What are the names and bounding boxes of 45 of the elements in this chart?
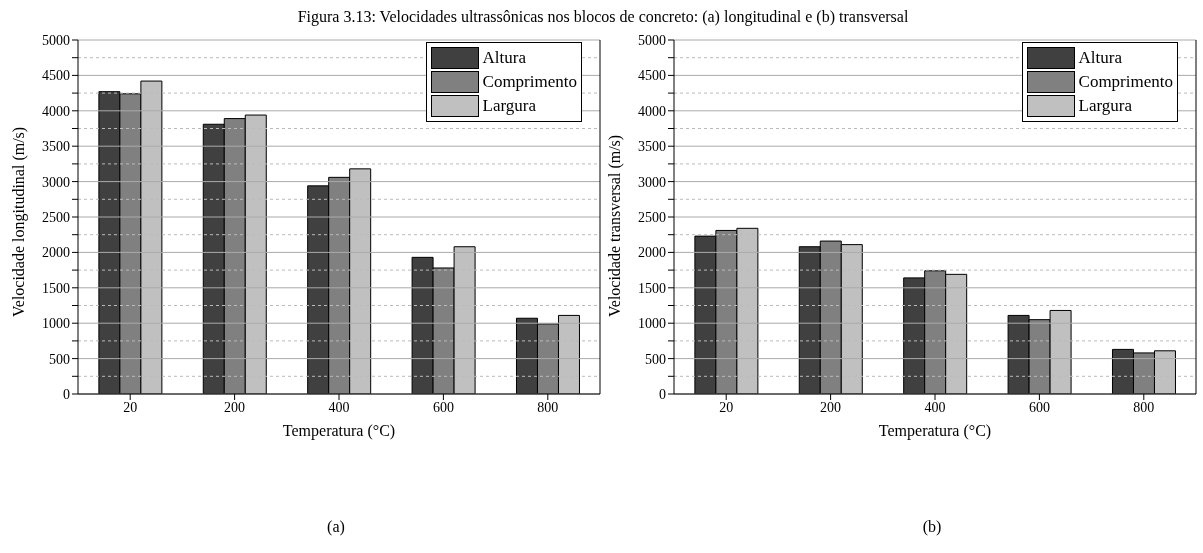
x-tick-label: 20 (123, 399, 138, 415)
y-tick-label: 1500 (638, 280, 666, 296)
y-tick-label: 1000 (638, 316, 666, 332)
y-tick-label: 3500 (638, 139, 666, 155)
y-tick-label: 500 (645, 351, 666, 367)
y-tick-label: 3000 (42, 174, 70, 190)
x-tick-label: 800 (537, 399, 559, 415)
x-tick-label: 800 (1133, 399, 1155, 415)
x-axis-title: Temperatura (°C) (282, 422, 396, 440)
y-tick-label: 0 (659, 386, 666, 402)
y-tick-label: 2000 (42, 245, 70, 261)
y-tick-label: 4000 (638, 103, 666, 119)
text: (a) (327, 518, 345, 535)
legend-label: Altura (1078, 47, 1122, 69)
legend-label: Largura (482, 95, 537, 117)
x-tick-label: 400 (924, 399, 946, 415)
y-tick-label: 4000 (42, 103, 70, 119)
chart-title: Figura 3.13: Velocidades ultrassônicas nos blocos de concreto: (a) longitudinal e (b) transversal (296, 8, 910, 28)
legend-label: Comprimento (1078, 71, 1173, 93)
x-axis-title: Temperatura (°C) (878, 422, 992, 440)
legend-label: Comprimento (482, 71, 577, 93)
y-tick-label: 2000 (638, 245, 666, 261)
x-tick-label: 600 (1028, 399, 1050, 415)
x-tick-label: 400 (328, 399, 350, 415)
y-axis-title: Velocidade transversal (m/s) (605, 134, 624, 317)
y-tick-label: 3500 (42, 139, 70, 155)
x-tick-label: 20 (719, 399, 734, 415)
y-tick-label: 3000 (638, 174, 666, 190)
y-tick-label: 1000 (42, 316, 70, 332)
y-tick-label: 500 (49, 351, 70, 367)
y-tick-label: 5000 (42, 32, 70, 48)
y-tick-label: 4500 (42, 68, 70, 84)
y-tick-label: 2500 (638, 209, 666, 225)
y-axis-title: Velocidade longitudinal (m/s) (9, 126, 28, 317)
x-tick-label: 200 (224, 399, 246, 415)
y-tick-label: 2500 (42, 209, 70, 225)
x-tick-label: 200 (820, 399, 842, 415)
y-tick-label: 4500 (638, 68, 666, 84)
text: (b) (922, 518, 942, 535)
y-tick-label: 0 (63, 386, 70, 402)
legend-label: Largura (1078, 95, 1133, 117)
x-tick-label: 600 (432, 399, 454, 415)
y-tick-label: 5000 (638, 32, 666, 48)
y-tick-label: 1500 (42, 280, 70, 296)
legend-label: Altura (482, 47, 526, 69)
